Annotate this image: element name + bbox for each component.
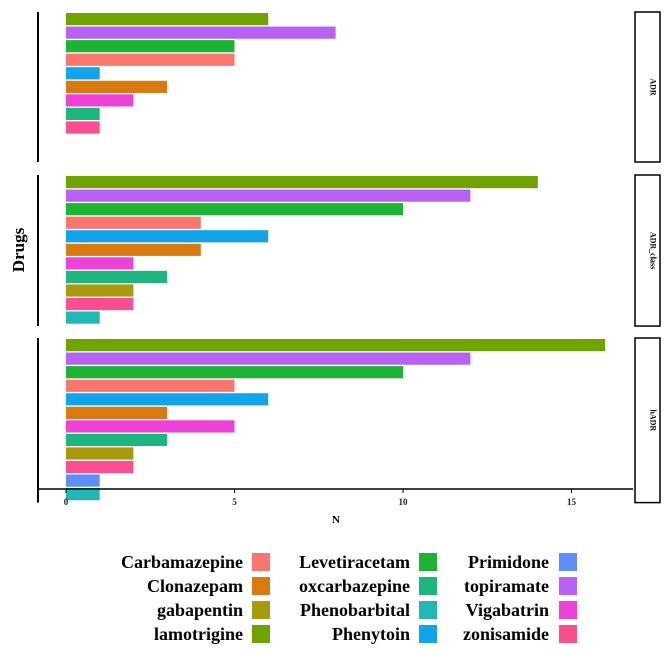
panel-hadr: hADR bbox=[37, 337, 661, 504]
legend-item: oxcarbazepine bbox=[299, 576, 410, 596]
legend-key bbox=[419, 577, 437, 595]
panel-adr: ADR bbox=[37, 11, 661, 163]
x-tick-label: 15 bbox=[567, 497, 577, 507]
legend-label: Clonazepam bbox=[147, 576, 243, 596]
legend-label: zonisamide bbox=[463, 624, 549, 644]
bar-oxcarbazepine bbox=[66, 94, 134, 107]
panel-adr-class: ADR_class bbox=[37, 174, 661, 327]
bar-clonazepam bbox=[66, 243, 201, 256]
legend-item: gabapentin bbox=[157, 600, 243, 620]
legend-key bbox=[419, 601, 437, 619]
legend-key bbox=[559, 577, 577, 595]
x-tick-label: 0 bbox=[64, 497, 69, 507]
bar-vigabatrin bbox=[66, 121, 100, 134]
bar-phenytoin bbox=[66, 352, 471, 365]
facet-strip bbox=[634, 337, 661, 504]
bar-primidone bbox=[66, 40, 235, 53]
facet-strip-label: hADR bbox=[649, 409, 658, 431]
legend-item: lamotrigine bbox=[154, 624, 243, 644]
bar-phenytoin bbox=[66, 189, 471, 202]
x-tick-label: 10 bbox=[399, 497, 409, 507]
legend-key bbox=[559, 601, 577, 619]
bar-vigabatrin bbox=[66, 297, 134, 311]
bar-phenobarbital bbox=[66, 474, 100, 487]
bar-vigabatrin bbox=[66, 460, 134, 474]
legend-label: Carbamazepine bbox=[121, 552, 243, 572]
x-axis-title: N bbox=[332, 514, 340, 526]
legend-item: Clonazepam bbox=[147, 576, 243, 596]
facet-strip-label: ADR_class bbox=[649, 232, 658, 269]
legend-label: Phenytoin bbox=[332, 624, 410, 644]
bar-clonazepam bbox=[66, 80, 168, 93]
legend-key bbox=[419, 553, 437, 571]
bar-zonisamide bbox=[66, 393, 269, 406]
legend-key bbox=[559, 553, 577, 571]
bar-topiramate bbox=[66, 107, 100, 121]
bar-lamotrigine bbox=[66, 339, 606, 352]
bar-topiramate bbox=[66, 270, 168, 284]
bar-gabapentin bbox=[66, 284, 134, 297]
bar-lamotrigine bbox=[66, 176, 538, 189]
legend-key bbox=[419, 625, 437, 643]
bar-primidone bbox=[66, 366, 403, 379]
legend-item: Phenytoin bbox=[332, 624, 410, 644]
legend-item: zonisamide bbox=[463, 624, 549, 644]
legend-item: topiramate bbox=[464, 576, 549, 596]
legend-label: Phenobarbital bbox=[300, 600, 410, 620]
legend-item: Vigabatrin bbox=[466, 600, 549, 620]
legend-label: Vigabatrin bbox=[466, 600, 549, 620]
bar-levetiracetam bbox=[66, 311, 100, 324]
bar-zonisamide bbox=[66, 67, 100, 80]
bar-oxcarbazepine bbox=[66, 257, 134, 270]
bar-carbamazepine bbox=[66, 53, 235, 66]
legend-label: topiramate bbox=[464, 576, 549, 596]
legend: Carbamazepine Clonazepam gabapentin lamotri… bbox=[121, 552, 577, 644]
bar-gabapentin bbox=[66, 447, 134, 460]
bar-carbamazepine bbox=[66, 379, 235, 392]
facet-strip bbox=[634, 174, 661, 327]
bar-clonazepam bbox=[66, 406, 168, 419]
legend-key bbox=[252, 625, 270, 643]
legend-item: Carbamazepine bbox=[121, 552, 243, 572]
chart-panels: ADR ADR_class hADR bbox=[37, 11, 661, 504]
y-axis-title: Drugs bbox=[9, 227, 28, 272]
bar-oxcarbazepine bbox=[66, 420, 235, 433]
legend-item: Levetiracetam bbox=[299, 552, 410, 572]
legend-key bbox=[252, 577, 270, 595]
legend-label: lamotrigine bbox=[154, 624, 243, 644]
facet-strip bbox=[634, 11, 661, 163]
legend-item: Primidone bbox=[468, 552, 549, 572]
legend-label: gabapentin bbox=[157, 600, 243, 620]
x-axis: 0 5 10 15 bbox=[38, 488, 633, 507]
bar-phenytoin bbox=[66, 26, 336, 39]
legend-key bbox=[252, 553, 270, 571]
legend-item: Phenobarbital bbox=[300, 600, 410, 620]
legend-label: oxcarbazepine bbox=[299, 576, 410, 596]
bar-primidone bbox=[66, 203, 403, 216]
bar-zonisamide bbox=[66, 230, 269, 243]
legend-key bbox=[252, 601, 270, 619]
x-tick-label: 5 bbox=[232, 497, 237, 507]
bar-lamotrigine bbox=[66, 13, 269, 26]
bar-levetiracetam bbox=[66, 488, 100, 501]
legend-label: Primidone bbox=[468, 552, 549, 572]
legend-label: Levetiracetam bbox=[299, 552, 410, 572]
facet-strip-label: ADR bbox=[649, 78, 658, 96]
bar-carbamazepine bbox=[66, 216, 201, 229]
legend-key bbox=[559, 625, 577, 643]
bar-topiramate bbox=[66, 433, 168, 447]
